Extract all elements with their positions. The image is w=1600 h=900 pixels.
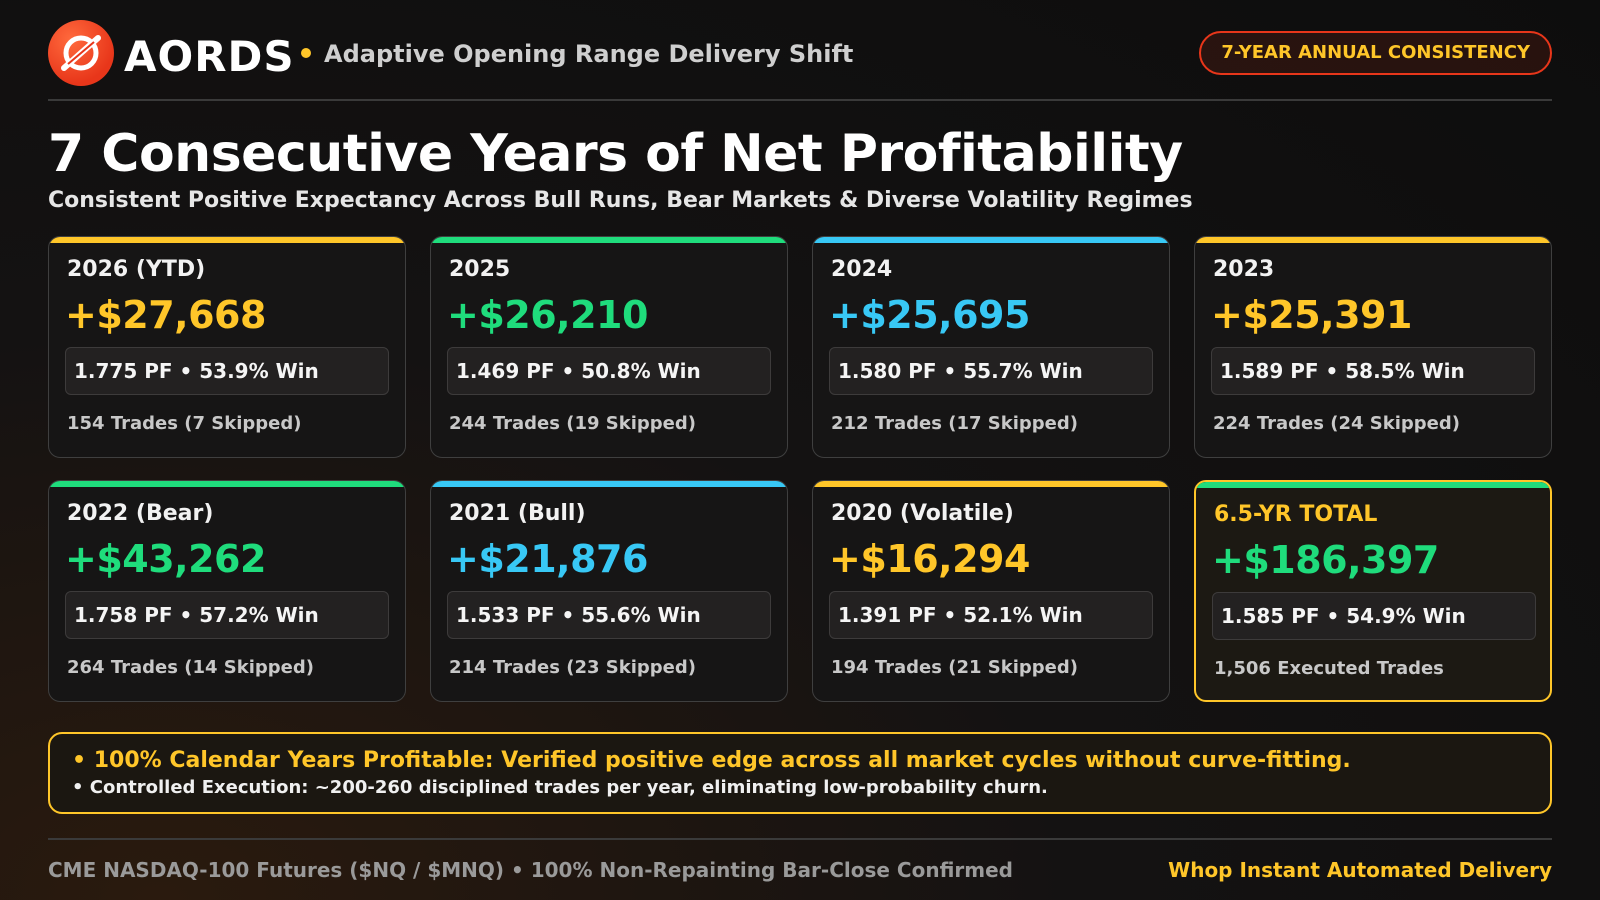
footer-market-info: CME NASDAQ-100 Futures ($NQ / $MNQ) • 10… (48, 858, 1013, 882)
card-year: 2025 (449, 257, 511, 282)
card-accent-bar (813, 237, 1169, 243)
page-subtitle: Consistent Positive Expectancy Across Bu… (48, 188, 1193, 213)
card-trades: 154 Trades (7 Skipped) (67, 413, 302, 434)
footer-divider (48, 838, 1552, 840)
card-stats: 1.758 PF • 57.2% Win (65, 591, 389, 639)
card-trades: 224 Trades (24 Skipped) (1213, 413, 1460, 434)
card-trades: 244 Trades (19 Skipped) (449, 413, 696, 434)
year-card: 2021 (Bull) +$21,876 1.533 PF • 55.6% Wi… (430, 480, 788, 702)
highlight-line-2: • Controlled Execution: ~200-260 discipl… (72, 777, 1048, 798)
card-stats: 1.533 PF • 55.6% Win (447, 591, 771, 639)
card-year: 2026 (YTD) (67, 257, 206, 282)
card-stats: 1.580 PF • 55.7% Win (829, 347, 1153, 395)
total-card: 6.5-YR TOTAL +$186,397 1.585 PF • 54.9% … (1194, 480, 1552, 702)
card-trades: 214 Trades (23 Skipped) (449, 657, 696, 678)
bullet-dot (301, 48, 311, 58)
card-trades: 1,506 Executed Trades (1214, 658, 1444, 679)
card-trades: 194 Trades (21 Skipped) (831, 657, 1078, 678)
card-amount: +$25,391 (1211, 293, 1412, 337)
card-year: 2020 (Volatile) (831, 501, 1014, 526)
card-accent-bar (1196, 482, 1550, 488)
card-accent-bar (813, 481, 1169, 487)
year-card: 2026 (YTD) +$27,668 1.775 PF • 53.9% Win… (48, 236, 406, 458)
header-divider (48, 99, 1552, 101)
footer-delivery-info: Whop Instant Automated Delivery (1168, 858, 1552, 882)
card-amount: +$16,294 (829, 537, 1030, 581)
card-year: 6.5-YR TOTAL (1214, 502, 1378, 527)
card-amount: +$21,876 (447, 537, 648, 581)
card-amount: +$27,668 (65, 293, 266, 337)
card-accent-bar (49, 481, 405, 487)
highlight-line-1: • 100% Calendar Years Profitable: Verifi… (72, 748, 1351, 773)
card-amount: +$26,210 (447, 293, 648, 337)
card-year: 2022 (Bear) (67, 501, 214, 526)
card-amount: +$43,262 (65, 537, 266, 581)
year-card: 2023 +$25,391 1.589 PF • 58.5% Win 224 T… (1194, 236, 1552, 458)
consistency-badge: 7-YEAR ANNUAL CONSISTENCY (1199, 31, 1552, 75)
card-amount: +$25,695 (829, 293, 1030, 337)
year-card: 2025 +$26,210 1.469 PF • 50.8% Win 244 T… (430, 236, 788, 458)
card-accent-bar (431, 237, 787, 243)
brand-name: AORDS (124, 32, 295, 81)
card-stats: 1.469 PF • 50.8% Win (447, 347, 771, 395)
year-card: 2020 (Volatile) +$16,294 1.391 PF • 52.1… (812, 480, 1170, 702)
card-stats: 1.775 PF • 53.9% Win (65, 347, 389, 395)
card-stats: 1.589 PF • 58.5% Win (1211, 347, 1535, 395)
header: AORDS Adaptive Opening Range Delivery Sh… (48, 20, 1552, 102)
card-accent-bar (431, 481, 787, 487)
slashed-circle-logo-icon (48, 20, 114, 86)
page-title: 7 Consecutive Years of Net Profitability (48, 124, 1183, 184)
card-trades: 264 Trades (14 Skipped) (67, 657, 314, 678)
card-year: 2024 (831, 257, 893, 282)
year-card: 2024 +$25,695 1.580 PF • 55.7% Win 212 T… (812, 236, 1170, 458)
year-cards-grid: 2026 (YTD) +$27,668 1.775 PF • 53.9% Win… (48, 236, 1552, 702)
card-amount: +$186,397 (1212, 538, 1439, 582)
year-card: 2022 (Bear) +$43,262 1.758 PF • 57.2% Wi… (48, 480, 406, 702)
card-year: 2023 (1213, 257, 1275, 282)
card-stats: 1.585 PF • 54.9% Win (1212, 592, 1536, 640)
card-accent-bar (49, 237, 405, 243)
tagline: Adaptive Opening Range Delivery Shift (324, 40, 854, 68)
highlights-box: • 100% Calendar Years Profitable: Verifi… (48, 732, 1552, 814)
card-accent-bar (1195, 237, 1551, 243)
card-stats: 1.391 PF • 52.1% Win (829, 591, 1153, 639)
card-trades: 212 Trades (17 Skipped) (831, 413, 1078, 434)
card-year: 2021 (Bull) (449, 501, 586, 526)
